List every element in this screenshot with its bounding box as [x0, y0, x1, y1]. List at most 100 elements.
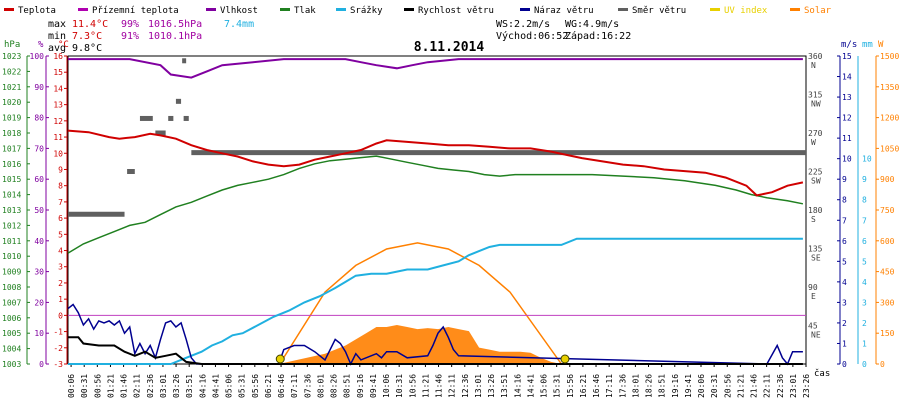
time-tick-label: 16:46: [592, 374, 601, 398]
humidity-tick-label: 40: [34, 237, 44, 246]
legend-swatch-pressure: [280, 8, 290, 11]
humidity-tick-label: 60: [34, 175, 44, 184]
wind-tick-label: 1: [842, 339, 847, 348]
time-tick-label: 19:16: [671, 374, 680, 398]
axes: 1003100410051006100710081009101010111012…: [2, 52, 899, 398]
direction-name-label: N: [811, 61, 816, 70]
pressure-tick-label: 1020: [2, 98, 21, 107]
time-tick-label: 23:26: [802, 374, 811, 398]
pressure-tick-label: 1019: [2, 114, 21, 123]
time-tick-label: 05:31: [238, 374, 247, 398]
pressure-tick-label: 1023: [2, 52, 21, 61]
time-tick-label: 08:01: [316, 374, 325, 398]
unit-rain: mm: [862, 40, 873, 50]
pressure-tick-label: 1010: [2, 252, 21, 261]
rain-tick-label: 6: [862, 237, 867, 246]
time-tick-label: 12:36: [461, 374, 470, 398]
time-tick-label: 10:56: [408, 374, 417, 398]
time-tick-label: 17:11: [605, 374, 614, 398]
wind-tick-label: 13: [842, 93, 852, 102]
time-tick-label: 05:06: [225, 374, 234, 398]
rain-tick-label: 8: [862, 196, 867, 205]
solar-tick-label: 300: [880, 298, 895, 307]
wind-tick-label: 10: [842, 155, 852, 164]
stat-ws: WS:2.2m/s: [496, 19, 550, 30]
time-tick-label: 01:21: [106, 374, 115, 398]
time-tick-label: 18:01: [631, 374, 640, 398]
time-tick-label: 09:41: [369, 374, 378, 398]
solar-tick-label: 1200: [880, 114, 899, 123]
axis-units: hPa % °C m/s mm W čas: [4, 40, 884, 379]
legend-swatch-wind_dir: [618, 8, 628, 11]
humidity-tick-label: 10: [34, 329, 44, 338]
stat-avg-label: avg: [48, 43, 66, 54]
time-tick-label: 11:46: [435, 374, 444, 398]
rain-tick-label: 3: [862, 298, 867, 307]
time-tick-label: 06:21: [264, 374, 273, 398]
time-tick-label: 02:36: [146, 374, 155, 398]
wind-tick-label: 11: [842, 134, 852, 143]
wind-tick-label: 15: [842, 52, 852, 61]
chart-title: 8.11.2014: [414, 40, 485, 55]
humidity-tick-label: 20: [34, 298, 44, 307]
legend-label-wind_speed: Rychlost větru: [418, 6, 494, 16]
wind-tick-label: 6: [842, 237, 847, 246]
legend-label-rain: Srážky: [350, 6, 383, 16]
pressure-tick-label: 1021: [2, 83, 21, 92]
wind-speed-line: [68, 336, 803, 365]
pressure-tick-label: 1005: [2, 329, 21, 338]
legend-swatch-feels_like: [78, 8, 88, 11]
pressure-tick-label: 1017: [2, 144, 21, 153]
rain-tick-label: 4: [862, 278, 867, 287]
stat-avg-temp: 9.8°C: [72, 43, 102, 54]
uv-marker: [560, 354, 570, 364]
wind-tick-label: 9: [842, 175, 847, 184]
time-tick-label: 20:06: [697, 374, 706, 398]
solar-tick-label: 1350: [880, 83, 899, 92]
rain-tick-label: 2: [862, 319, 867, 328]
stat-wg: WG:4.9m/s: [565, 19, 619, 30]
time-tick-label: 15:06: [540, 374, 549, 398]
stat-sunset: Západ:16:22: [565, 30, 631, 42]
solar-tick-label: 750: [880, 206, 895, 215]
temperature-tick-label: 8: [58, 182, 63, 191]
time-tick-label: 12:11: [448, 374, 457, 398]
time-tick-label: 02:11: [133, 374, 142, 398]
pressure-tick-label: 1013: [2, 206, 21, 215]
unit-time: čas: [814, 368, 830, 379]
temperature-tick-label: 7: [58, 198, 63, 207]
temperature-line: [67, 129, 804, 197]
time-tick-label: 10:06: [382, 374, 391, 398]
time-tick-label: 04:41: [211, 374, 220, 398]
wind-tick-label: 2: [842, 319, 847, 328]
humidity-tick-label: 100: [30, 52, 45, 61]
temperature-tick-label: 15: [53, 68, 63, 77]
rain-tick-label: 7: [862, 216, 867, 225]
rain-tick-label: 1: [862, 339, 867, 348]
rain-tick-label: 10: [862, 155, 872, 164]
temperature-tick-label: -1: [53, 328, 63, 337]
temperature-tick-label: 2: [58, 279, 63, 288]
temperature-tick-label: 10: [53, 149, 63, 158]
pressure-tick-label: 1009: [2, 268, 21, 277]
pressure-tick-label: 1018: [2, 129, 21, 138]
unit-solar: W: [878, 40, 884, 50]
time-tick-label: 14:41: [526, 374, 535, 398]
time-tick-label: 07:36: [303, 374, 312, 398]
direction-tick-label: 135: [808, 245, 823, 254]
temperature-tick-label: 5: [58, 230, 63, 239]
wind-tick-label: 5: [842, 257, 847, 266]
time-tick-label: 13:51: [500, 374, 509, 398]
temperature-tick-label: 4: [58, 247, 63, 256]
legend-label-feels_like: Přízemní teplota: [92, 6, 179, 16]
legend-label-pressure: Tlak: [294, 6, 316, 16]
direction-tick-label: 360: [808, 52, 823, 61]
legend-label-temperature: Teplota: [18, 6, 56, 16]
solar-area: [278, 325, 562, 364]
time-tick-label: 17:36: [618, 374, 627, 398]
time-tick-label: 09:16: [356, 374, 365, 398]
direction-name-label: NW: [811, 100, 821, 109]
humidity-tick-label: 30: [34, 268, 44, 277]
temperature-tick-label: -2: [53, 344, 63, 353]
solar-tick-label: 150: [880, 329, 895, 338]
